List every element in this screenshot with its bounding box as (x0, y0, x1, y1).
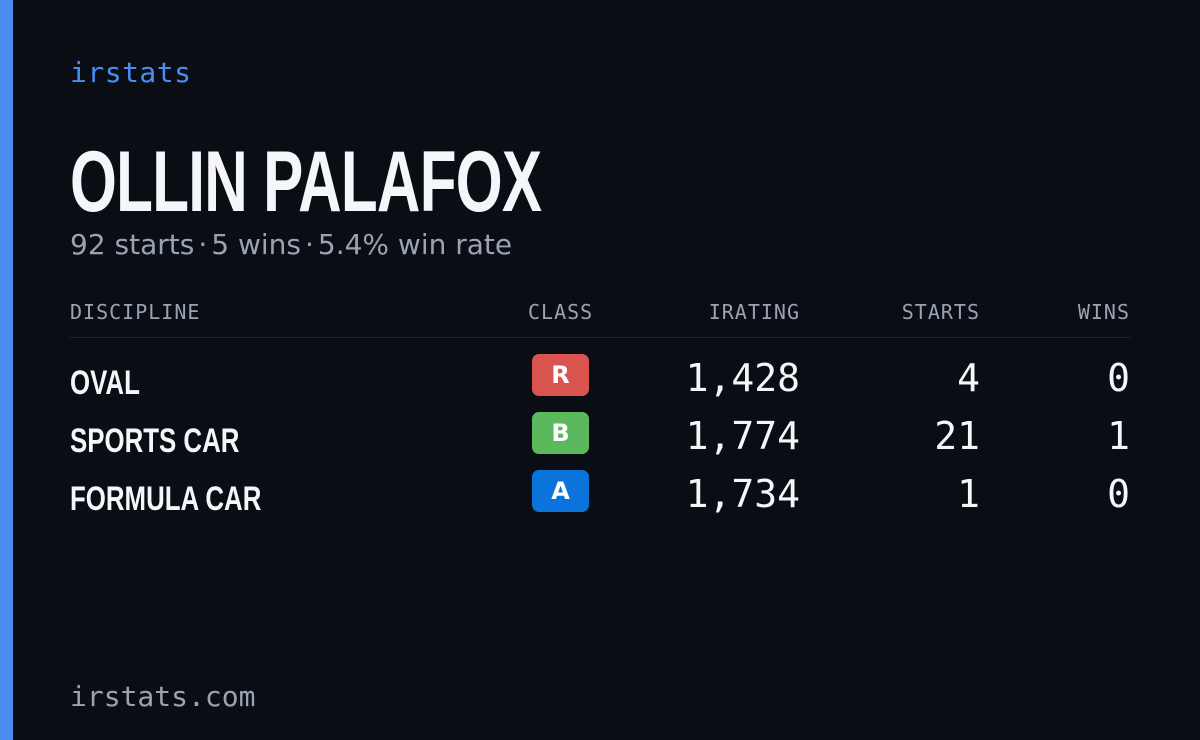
irating-value: 1,734 (685, 472, 800, 516)
discipline-label: OVAL (70, 364, 140, 402)
wins-value: 0 (1107, 472, 1130, 516)
footer-url[interactable]: irstats.com (70, 680, 256, 713)
header-irating: IRATING (708, 300, 800, 324)
table-row: OVAL R 1,428 4 0 (70, 338, 1130, 402)
separator-dot: · (198, 228, 208, 261)
wins-value: 0 (1107, 356, 1130, 400)
wins-summary: 5 wins (211, 228, 301, 261)
table-body: OVAL R 1,428 4 0 SPORTS CAR B 1,774 21 1… (70, 338, 1130, 518)
class-badge: B (532, 412, 589, 454)
discipline-label: SPORTS CAR (70, 422, 240, 460)
accent-bar (0, 0, 13, 740)
discipline-label: FORMULA CAR (70, 480, 262, 518)
driver-summary: 92 starts · 5 wins · 5.4% win rate (70, 228, 512, 261)
starts-value: 21 (934, 414, 980, 458)
header-discipline: DISCIPLINE (70, 300, 201, 324)
header-wins: WINS (1077, 300, 1130, 324)
class-badge: R (532, 354, 589, 396)
table-row: FORMULA CAR A 1,734 1 0 (70, 454, 1130, 518)
table-header: DISCIPLINE CLASS IRATING STARTS WINS (70, 296, 1130, 338)
brand-logo: irstats (70, 56, 192, 89)
starts-summary: 92 starts (70, 228, 195, 261)
starts-value: 1 (957, 472, 980, 516)
stats-table: DISCIPLINE CLASS IRATING STARTS WINS OVA… (70, 296, 1130, 518)
driver-name: OLLIN PALAFOX (70, 134, 542, 230)
header-starts: STARTS (901, 300, 980, 324)
wins-value: 1 (1107, 414, 1130, 458)
irating-value: 1,774 (685, 414, 800, 458)
irating-value: 1,428 (685, 356, 800, 400)
header-class: CLASS (528, 300, 594, 324)
win-rate-summary: 5.4% win rate (317, 228, 513, 261)
class-badge: A (532, 470, 589, 512)
starts-value: 4 (957, 356, 980, 400)
separator-dot: · (304, 228, 314, 261)
table-row: SPORTS CAR B 1,774 21 1 (70, 396, 1130, 460)
